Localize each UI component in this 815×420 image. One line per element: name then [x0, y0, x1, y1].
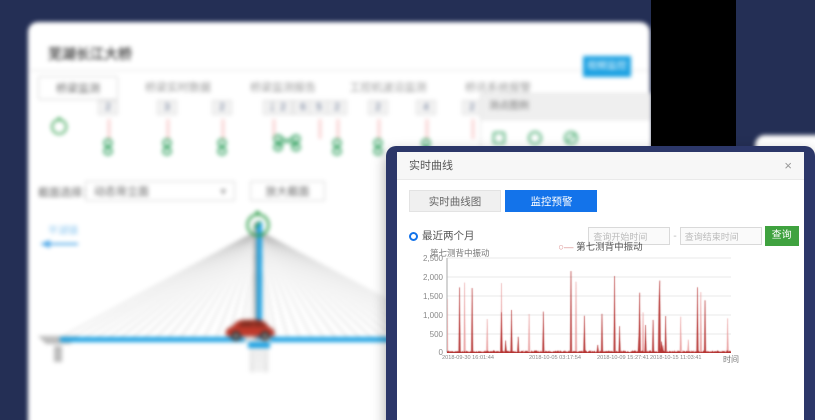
svg-text:1,500: 1,500 — [423, 292, 444, 301]
svg-text:2,500: 2,500 — [423, 254, 444, 263]
svg-text:2,000: 2,000 — [423, 273, 444, 282]
svg-text:1,000: 1,000 — [423, 311, 444, 320]
svg-text:500: 500 — [430, 330, 444, 339]
